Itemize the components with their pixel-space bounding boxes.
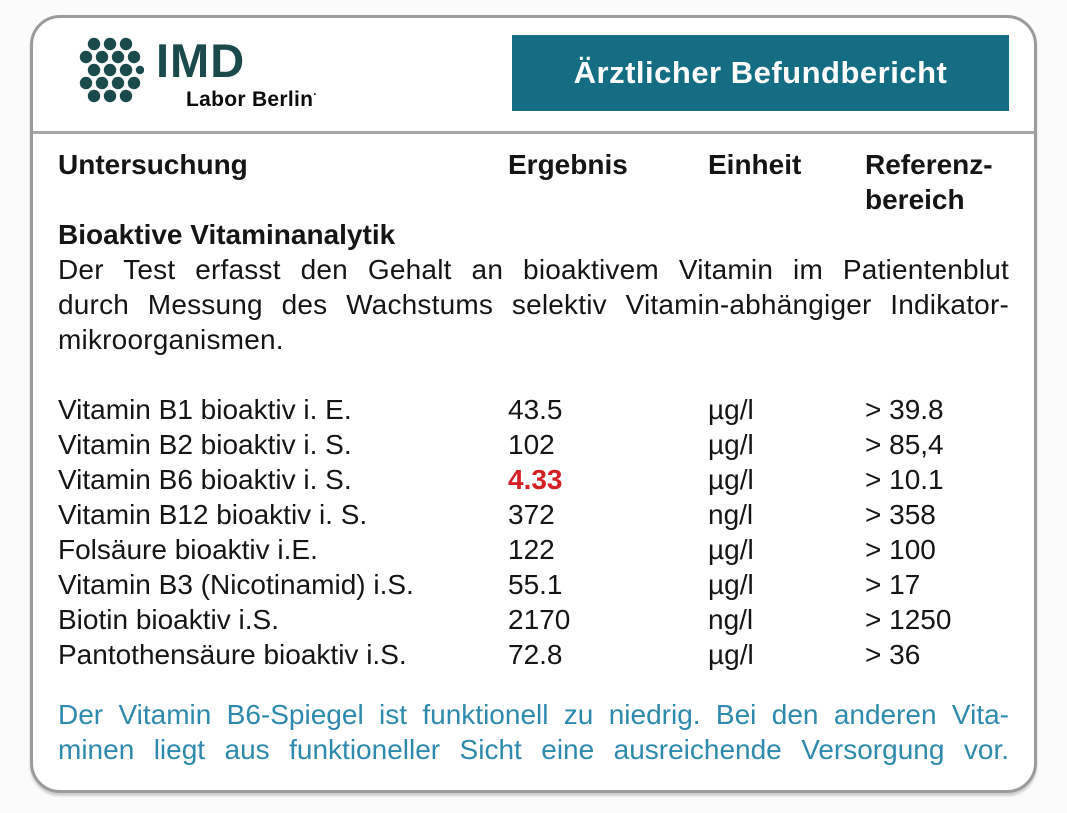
- analyte-name: Vitamin B1 bioaktiv i. E.: [58, 394, 352, 425]
- reference-range: > 10.1: [865, 464, 944, 495]
- analyte-name: Pantothensäure bioaktiv i.S.: [58, 639, 407, 670]
- reference-range: > 100: [865, 534, 936, 565]
- result-value: 372: [508, 499, 555, 530]
- reference-range: > 36: [865, 639, 921, 670]
- result-value: 122: [508, 534, 555, 565]
- analyte-name: Vitamin B3 (Nicotinamid) i.S.: [58, 569, 414, 600]
- report-title-banner: Ärztlicher Befundbericht: [512, 35, 1009, 111]
- column-header-untersuchung: Untersuchung: [58, 149, 248, 180]
- analyte-name: Vitamin B2 bioaktiv i. S.: [58, 429, 352, 460]
- table-row: Pantothensäure bioaktiv i.S. 72.8 µg/l >…: [58, 637, 1009, 672]
- table-row: Vitamin B6 bioaktiv i. S. 4.33 µg/l > 10…: [58, 462, 1009, 497]
- summary-line: minen liegt aus funktioneller Sicht eine…: [58, 734, 1009, 765]
- reference-range: > 1250: [865, 604, 952, 635]
- imd-logo: IMD Labor Berlin·: [78, 35, 317, 112]
- unit-value: µg/l: [708, 534, 754, 565]
- unit-value: µg/l: [708, 429, 754, 460]
- reference-range: > 17: [865, 569, 921, 600]
- analyte-name: Vitamin B12 bioaktiv i. S.: [58, 499, 368, 530]
- description-line: Der Test erfasst den Gehalt an bioaktive…: [58, 254, 1009, 285]
- brand-sublabel: Labor Berlin·: [186, 88, 318, 111]
- registered-mark: ·: [313, 89, 318, 101]
- interpretation-summary: Der Vitamin B6-Spiegel ist funktionell z…: [58, 697, 1009, 767]
- unit-value: ng/l: [708, 604, 754, 635]
- results-table: Vitamin B1 bioaktiv i. E. 43.5 µg/l > 39…: [58, 392, 1009, 672]
- table-row: Vitamin B1 bioaktiv i. E. 43.5 µg/l > 39…: [58, 392, 1009, 427]
- result-value: 2170: [508, 604, 571, 635]
- summary-line: Der Vitamin B6-Spiegel ist funktionell z…: [58, 699, 1009, 730]
- logo-text: IMD Labor Berlin·: [156, 35, 317, 112]
- result-value-abnormal: 4.33: [508, 464, 563, 495]
- reference-range: > 85,4: [865, 429, 944, 460]
- lab-report-card: IMD Labor Berlin· Ärztlicher Befundberic…: [30, 15, 1037, 793]
- unit-value: µg/l: [708, 394, 754, 425]
- analyte-name: Biotin bioaktiv i.S.: [58, 604, 279, 635]
- report-header: IMD Labor Berlin· Ärztlicher Befundberic…: [58, 18, 1009, 113]
- description-line: mikroorganismen.: [58, 324, 284, 355]
- section-title: Bioaktive Vitaminanalytik: [58, 219, 396, 250]
- result-value: 43.5: [508, 394, 563, 425]
- reference-range: > 358: [865, 499, 936, 530]
- report-body: Untersuchung Ergebnis Einheit Referenz- …: [58, 147, 1009, 767]
- description-line: durch Messung des Wachstums selektiv Vit…: [58, 289, 1009, 320]
- brand-name: IMD: [156, 34, 246, 87]
- analyte-name: Folsäure bioaktiv i.E.: [58, 534, 318, 565]
- column-header-einheit: Einheit: [708, 149, 802, 180]
- unit-value: µg/l: [708, 464, 754, 495]
- result-value: 102: [508, 429, 555, 460]
- table-row: Folsäure bioaktiv i.E. 122 µg/l > 100: [58, 532, 1009, 567]
- table-header-row: Untersuchung Ergebnis Einheit Referenz- …: [58, 147, 1009, 217]
- unit-value: µg/l: [708, 569, 754, 600]
- unit-value: ng/l: [708, 499, 754, 530]
- section-description: Der Test erfasst den Gehalt an bioaktive…: [58, 252, 1009, 357]
- table-row: Vitamin B3 (Nicotinamid) i.S. 55.1 µg/l …: [58, 567, 1009, 602]
- unit-value: µg/l: [708, 639, 754, 670]
- column-header-ergebnis: Ergebnis: [508, 149, 628, 180]
- table-row: Vitamin B2 bioaktiv i. S. 102 µg/l > 85,…: [58, 427, 1009, 462]
- result-value: 72.8: [508, 639, 563, 670]
- logo-dots-icon: [79, 37, 144, 103]
- result-value: 55.1: [508, 569, 563, 600]
- analyte-name: Vitamin B6 bioaktiv i. S.: [58, 464, 352, 495]
- table-row: Vitamin B12 bioaktiv i. S. 372 ng/l > 35…: [58, 497, 1009, 532]
- column-header-referenzbereich: Referenz- bereich: [865, 149, 993, 215]
- header-divider: [33, 131, 1034, 134]
- reference-range: > 39.8: [865, 394, 944, 425]
- table-row: Biotin bioaktiv i.S. 2170 ng/l > 1250: [58, 602, 1009, 637]
